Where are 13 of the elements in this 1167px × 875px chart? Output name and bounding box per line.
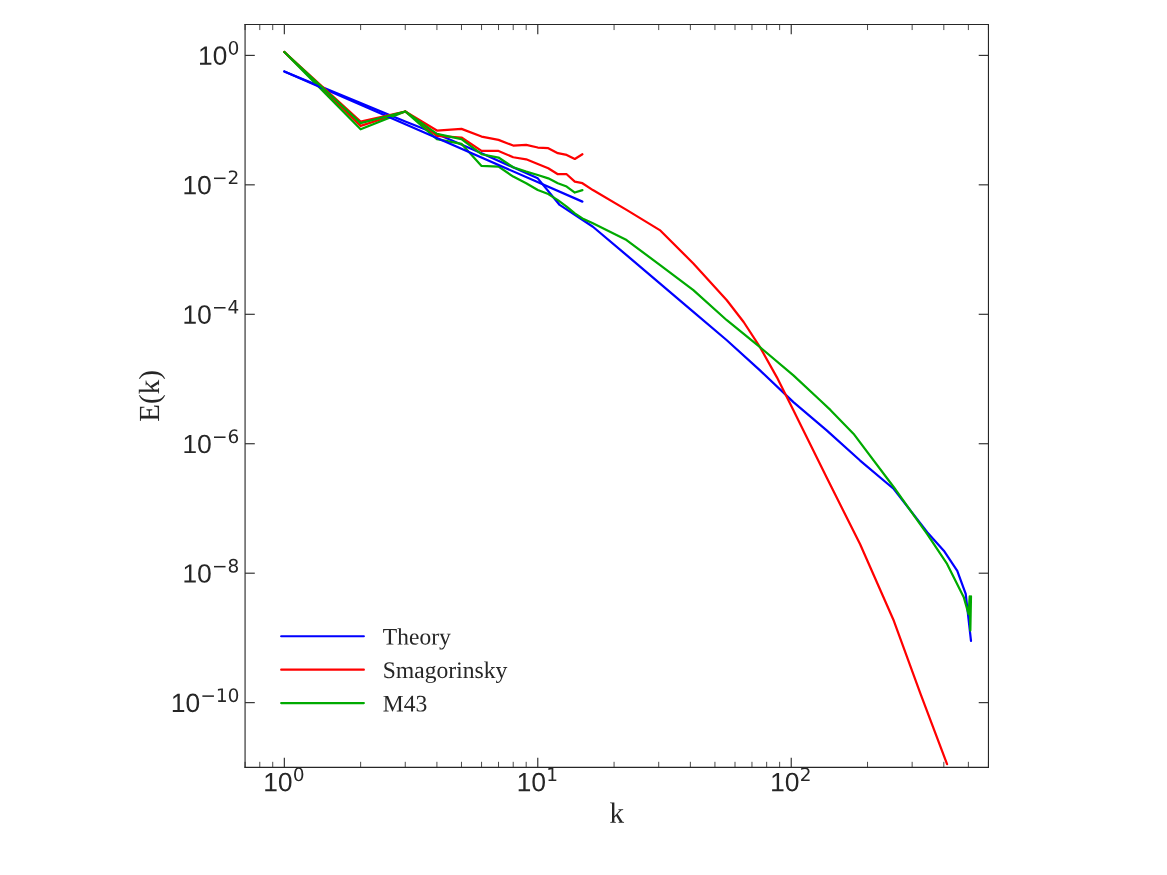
legend-label: Smagorinsky [384, 661, 508, 684]
y-axis-title: E(k) [138, 371, 166, 422]
legend-label: M43 [383, 695, 427, 712]
y-tick-label: 10$^{−6}$ [184, 429, 239, 454]
y-tick-label: 10$^{−2}$ [184, 170, 238, 195]
y-tick-label: 10$^{−10}$ [172, 688, 239, 713]
x-tick-label: 10$^{1}$ [518, 767, 557, 792]
y-tick-label: 10$^{−8}$ [184, 558, 238, 583]
legend-label: Theory [383, 628, 451, 650]
x-tick-label: 10$^{0}$ [265, 767, 304, 792]
y-tick-label: 10$^{0}$ [200, 40, 239, 65]
y-tick-label: 10$^{−4}$ [184, 300, 239, 324]
x-axis-title: k [610, 802, 625, 823]
